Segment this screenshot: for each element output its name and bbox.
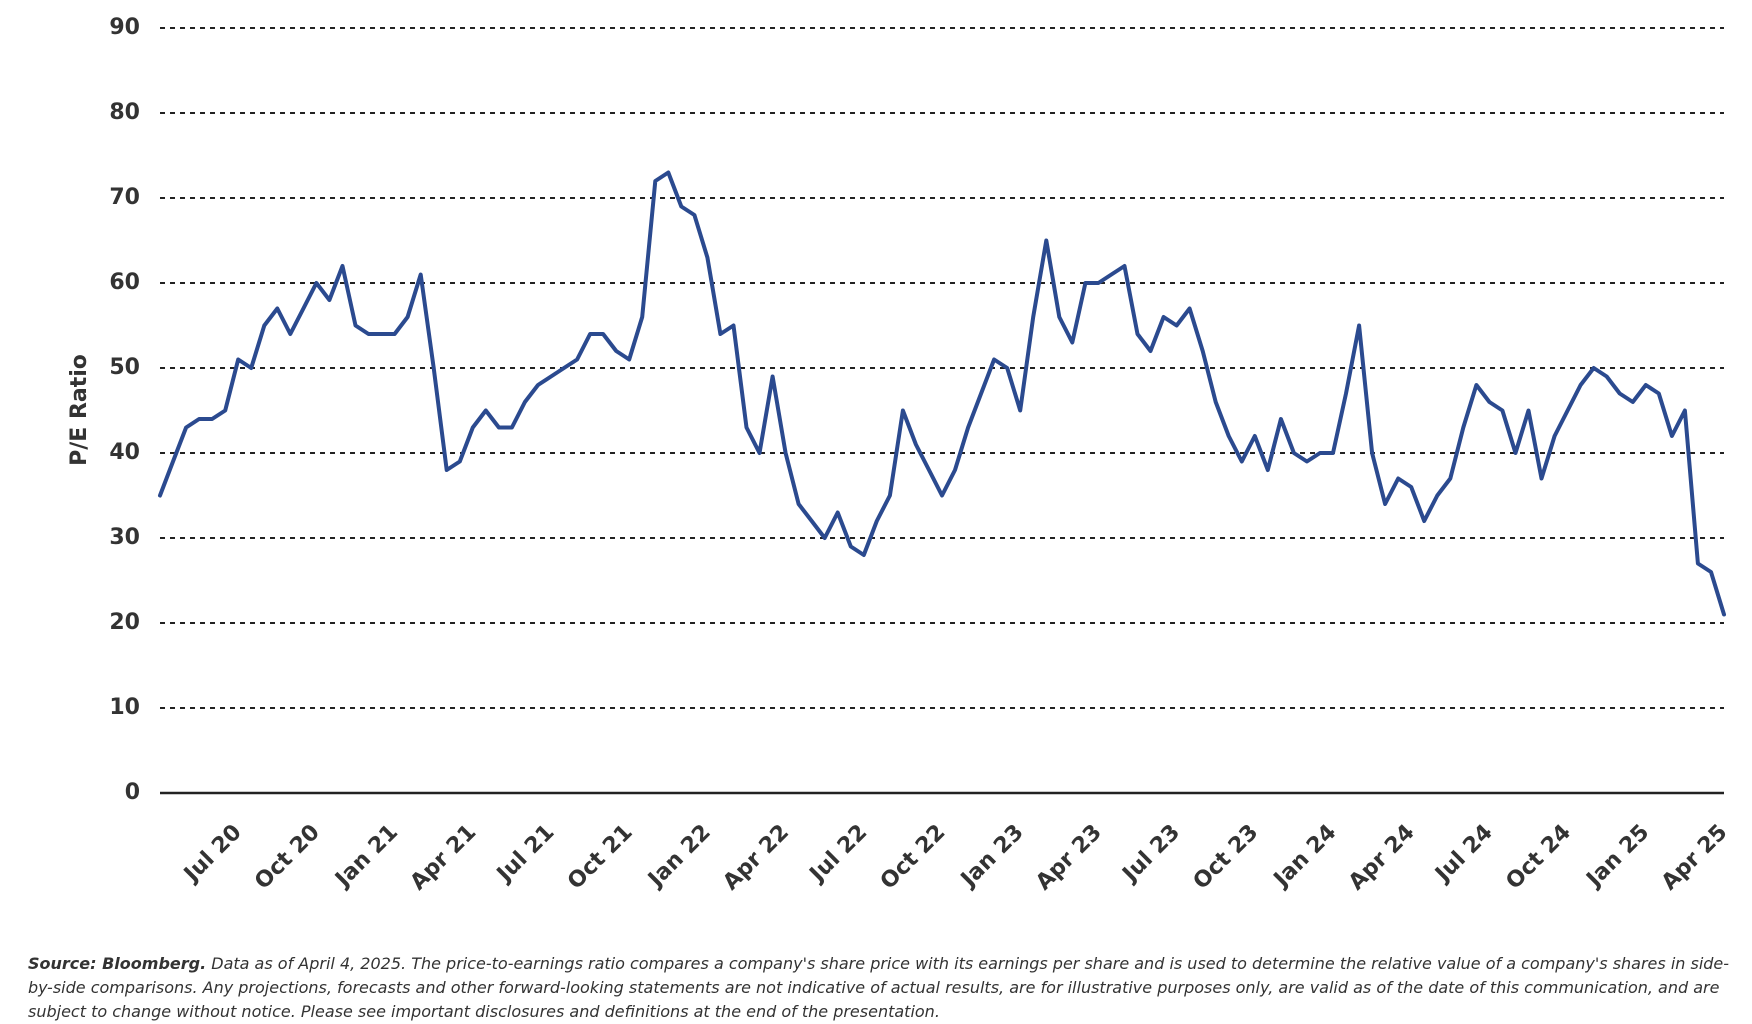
- y-tick-label: 50: [109, 355, 140, 380]
- x-tick-label: Jan 25: [1581, 820, 1655, 894]
- footnote-text: Data as of April 4, 2025. The price-to-e…: [28, 954, 1730, 1021]
- y-tick-label: 80: [109, 100, 140, 125]
- x-tick-label: Jul 24: [1430, 820, 1498, 888]
- x-tick-label: Oct 24: [1501, 820, 1576, 895]
- line-series: [158, 170, 1726, 617]
- y-tick-label: 10: [109, 695, 140, 720]
- y-tick-label: 40: [109, 440, 140, 465]
- x-tick-label: Oct 23: [1189, 820, 1264, 895]
- x-tick-label: Jul 23: [1117, 820, 1185, 888]
- x-tick-label: Oct 21: [563, 820, 638, 895]
- y-tick-label: 0: [125, 780, 140, 805]
- x-tick-label: Jan 21: [330, 820, 404, 894]
- x-tick-label: Jul 21: [491, 820, 559, 888]
- x-tick-label: Apr 25: [1657, 820, 1733, 896]
- x-tick-label: Apr 21: [406, 820, 482, 896]
- footnote-source: Source: Bloomberg.: [28, 954, 207, 973]
- footnote: Source: Bloomberg. Data as of April 4, 2…: [28, 952, 1748, 1024]
- x-tick-label: Jan 23: [955, 820, 1029, 894]
- y-axis-label: P/E Ratio: [67, 354, 92, 466]
- x-tick-label: Jul 20: [178, 820, 246, 888]
- x-tick-label: Oct 20: [250, 820, 325, 895]
- x-tick-label: Apr 22: [718, 820, 794, 896]
- y-tick-label: 90: [109, 15, 140, 40]
- x-tick-label: Jul 22: [804, 820, 872, 888]
- x-tick-label: Jan 24: [1268, 820, 1342, 894]
- y-tick-label: 20: [109, 610, 140, 635]
- y-tick-label: 30: [109, 525, 140, 550]
- y-tick-label: 70: [109, 185, 140, 210]
- x-tick-label: Jan 22: [642, 820, 716, 894]
- x-tick-label: Apr 24: [1344, 820, 1420, 896]
- x-tick-label: Oct 22: [876, 820, 951, 895]
- y-tick-label: 60: [109, 270, 140, 295]
- x-tick-label: Apr 23: [1031, 820, 1107, 896]
